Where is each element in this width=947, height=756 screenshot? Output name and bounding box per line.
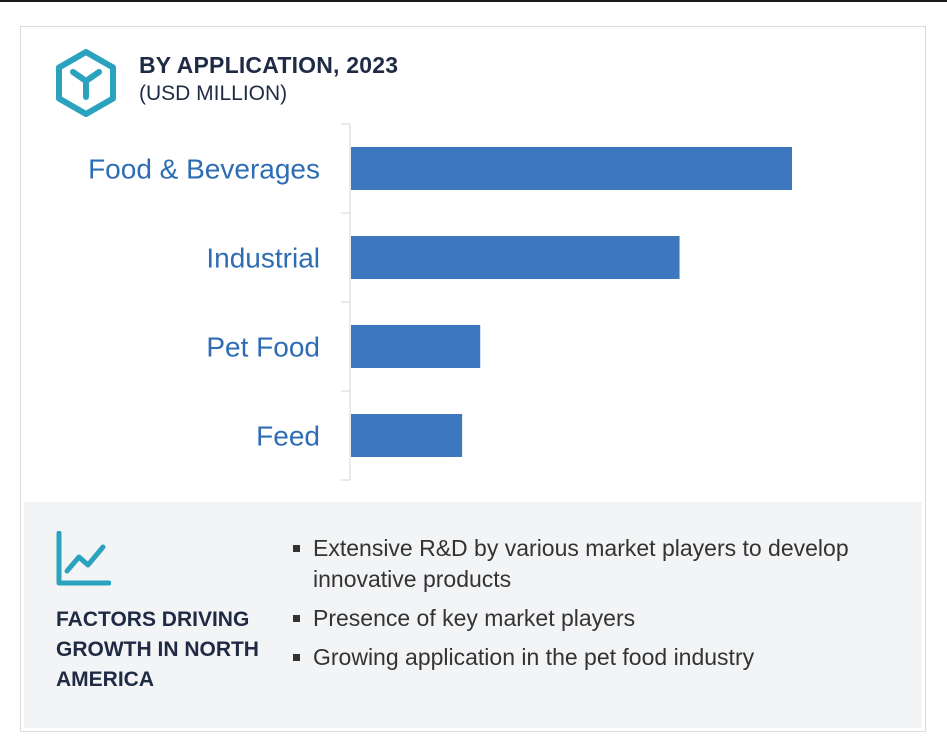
- top-border: [0, 0, 947, 2]
- hexagon-y-logo-icon: [56, 49, 116, 117]
- factor-item: Growing application in the pet food indu…: [292, 642, 902, 673]
- bar-pet-food: [351, 325, 481, 368]
- category-label: Feed: [256, 421, 320, 452]
- category-label: Food & Beverages: [88, 154, 320, 185]
- bar-feed: [351, 414, 463, 457]
- category-label: Industrial: [206, 243, 320, 274]
- factors-list: Extensive R&D by various market players …: [292, 533, 902, 681]
- factor-item: Extensive R&D by various market players …: [292, 533, 902, 595]
- factor-item: Presence of key market players: [292, 603, 902, 634]
- chart-subtitle: (USD MILLION): [139, 82, 288, 105]
- bar-industrial: [351, 236, 680, 279]
- line-chart-growth-icon: [56, 531, 111, 586]
- factors-title: FACTORS DRIVING GROWTH IN NORTH AMERICA: [56, 608, 259, 691]
- chart-title: BY APPLICATION, 2023: [139, 52, 399, 78]
- category-label: Pet Food: [206, 332, 320, 363]
- bar-chart: Food & Beverages Industrial Pet Food Feed: [88, 123, 792, 481]
- factors-panel: [24, 502, 922, 728]
- bar-food-beverages: [351, 147, 792, 190]
